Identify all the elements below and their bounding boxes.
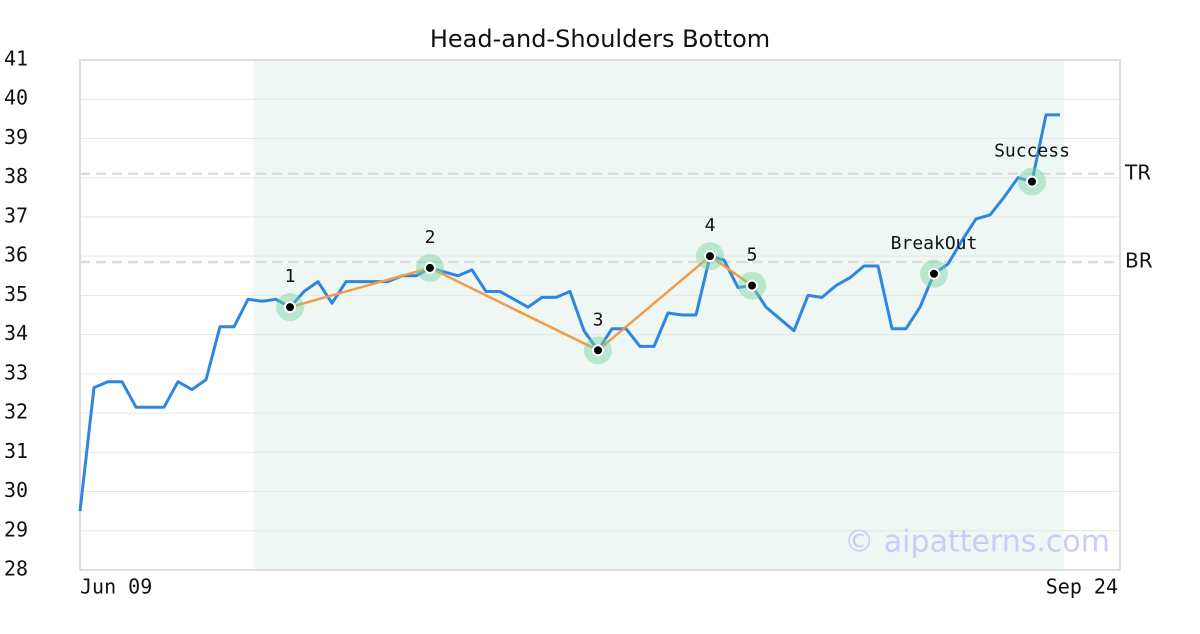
point-marker (1026, 175, 1038, 188)
point-marker (928, 267, 940, 280)
pattern-region (253, 60, 1065, 570)
point-marker (592, 344, 604, 357)
y-tick-label: 41 (4, 47, 28, 71)
x-tick-label: Sep 24 (1046, 575, 1118, 599)
y-tick-label: 38 (4, 164, 28, 188)
y-tick-label: 31 (4, 439, 28, 463)
point-marker (284, 301, 296, 314)
point-label: BreakOut (891, 233, 978, 254)
y-tick-label: 34 (4, 321, 28, 345)
y-tick-label: 28 (4, 557, 28, 581)
point-label: 2 (425, 227, 436, 248)
y-tick-label: 30 (4, 478, 28, 502)
point-label: 4 (705, 215, 716, 236)
y-tick-label: 40 (4, 86, 28, 110)
chart-title: Head-and-Shoulders Bottom (430, 25, 770, 53)
y-tick-label: 37 (4, 203, 28, 227)
y-tick-label: 33 (4, 360, 28, 384)
watermark: © aipatterns.com (844, 525, 1110, 560)
y-tick-label: 39 (4, 125, 28, 149)
point-marker (704, 250, 716, 263)
x-tick-label: Jun 09 (80, 575, 152, 599)
pattern-segment (709, 255, 753, 287)
y-tick-label: 29 (4, 517, 28, 541)
y-tick-label: 36 (4, 243, 28, 267)
point-marker (746, 279, 758, 292)
point-label: Success (994, 141, 1070, 162)
pattern-segment (429, 266, 599, 352)
y-tick-label: 32 (4, 400, 28, 424)
pattern-segment (289, 266, 431, 309)
level-label: BR (1125, 249, 1153, 273)
point-label: 1 (285, 266, 296, 287)
price-line (78, 113, 1060, 512)
point-label: 5 (747, 245, 758, 266)
pattern-segment (597, 255, 711, 352)
level-label: TR (1124, 160, 1151, 184)
plot-frame (79, 59, 1121, 571)
y-tick-label: 35 (4, 282, 28, 306)
point-marker (424, 261, 436, 274)
point-label: 3 (593, 309, 604, 330)
